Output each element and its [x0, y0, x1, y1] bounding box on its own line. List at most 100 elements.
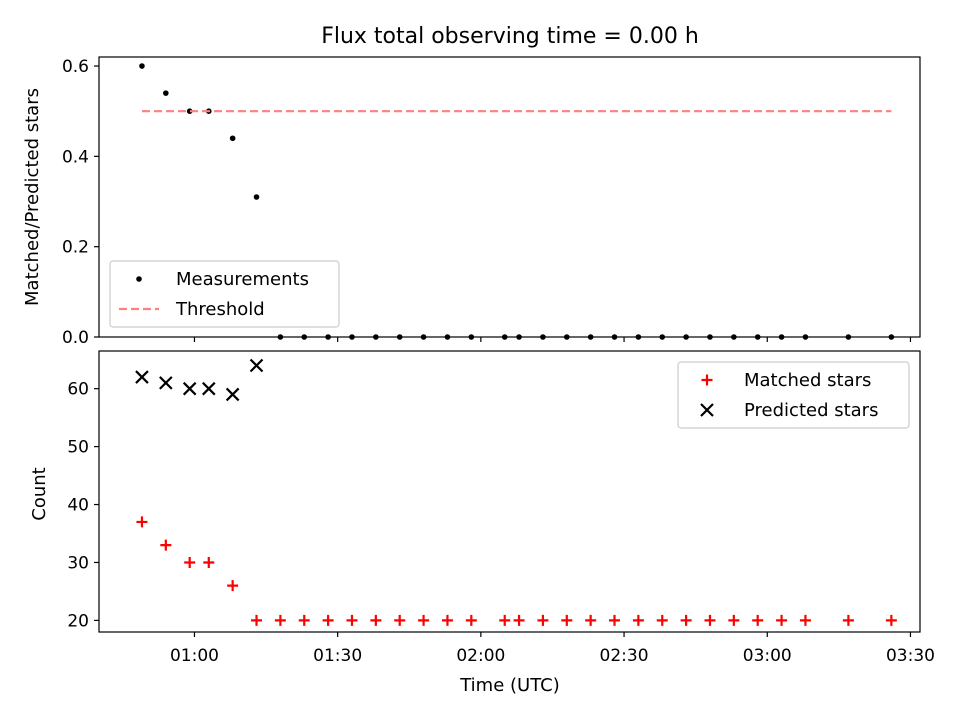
data-point: [707, 334, 713, 340]
data-point: [611, 334, 618, 340]
data-point: [186, 108, 193, 114]
data-point: [159, 376, 173, 390]
data-point: [799, 614, 811, 626]
data-point: [680, 614, 692, 626]
data-point: [249, 358, 264, 373]
legend-marker: [701, 374, 713, 386]
chart-title: Flux total observing time = 0.00 h: [321, 24, 699, 49]
legend-marker: [136, 276, 142, 282]
data-point: [632, 614, 644, 626]
y-tick-label: 0.6: [62, 57, 89, 77]
data-point: [444, 334, 451, 340]
data-point: [253, 194, 260, 200]
data-point: [656, 614, 668, 626]
plot-frame: [98, 56, 921, 338]
data-point: [441, 614, 453, 626]
data-point: [842, 614, 854, 626]
data-point: [227, 580, 239, 592]
data-point: [776, 614, 788, 626]
data-point: [251, 614, 263, 626]
legend-box: [677, 361, 910, 429]
data-point: [778, 334, 785, 340]
data-point: [420, 334, 427, 340]
x-axis-label: Time (UTC): [459, 675, 560, 696]
count-y-axis-label: Count: [29, 467, 50, 520]
legend-label: Matched stars: [744, 370, 871, 391]
data-point: [516, 334, 522, 340]
legend-box: [109, 260, 340, 328]
data-point: [845, 334, 852, 340]
data-point: [202, 381, 216, 396]
data-point: [537, 614, 549, 626]
data-point: [229, 135, 236, 142]
series-predicted-stars: [135, 358, 264, 402]
data-point: [885, 614, 897, 626]
data-point: [499, 614, 511, 626]
data-point: [394, 614, 406, 626]
data-point: [298, 614, 310, 626]
data-point: [396, 334, 403, 340]
data-point: [465, 614, 477, 626]
data-point: [139, 63, 145, 69]
data-point: [635, 334, 642, 340]
data-point: [163, 90, 169, 96]
data-point: [135, 370, 149, 384]
data-point: [501, 334, 508, 340]
series-matched-stars: [136, 516, 897, 626]
data-point: [609, 614, 621, 626]
y-tick-label: 0.4: [62, 147, 89, 167]
data-point: [160, 539, 172, 551]
data-point: [182, 381, 197, 396]
ratio-y-axis-label: Matched/Predicted stars: [22, 88, 43, 306]
plot-frame: [98, 350, 921, 633]
data-point: [563, 334, 570, 340]
data-point: [731, 334, 737, 340]
data-point: [301, 334, 308, 340]
legend: Measurements Threshold: [109, 260, 340, 328]
data-point: [513, 614, 525, 626]
y-tick-label: 0.2: [62, 238, 89, 258]
data-point: [754, 334, 761, 340]
ratio-panel: 0.0 0.2 0.4 0.6 Measurements Threshold: [62, 56, 921, 348]
x-tick-label: 01:00: [170, 646, 219, 666]
count-panel: 20 30 40 50 60 01:00 01:30 02:00 02:30 03:00 03:30…: [67, 350, 935, 666]
data-point: [184, 556, 196, 568]
series-measurements: [139, 63, 895, 340]
data-point: [659, 334, 666, 340]
data-point: [203, 556, 215, 568]
data-point: [585, 614, 597, 626]
data-point: [683, 334, 689, 340]
y-tick-label: 60: [67, 380, 89, 400]
legend-label: Predicted stars: [744, 400, 878, 421]
data-point: [277, 334, 284, 340]
data-point: [274, 614, 286, 626]
data-point: [418, 614, 430, 626]
data-point: [136, 516, 148, 528]
data-point: [373, 334, 379, 340]
data-point: [802, 334, 809, 340]
y-tick-label: 0.0: [62, 328, 89, 348]
data-point: [561, 614, 573, 626]
legend: Matched stars Predicted stars: [677, 361, 910, 429]
legend-label: Measurements: [176, 269, 309, 290]
data-point: [225, 387, 240, 402]
x-tick-label: 02:00: [456, 646, 505, 666]
y-tick-label: 20: [67, 611, 89, 631]
data-point: [325, 334, 331, 340]
x-tick-label: 03:00: [743, 646, 792, 666]
data-point: [370, 614, 382, 626]
x-tick-label: 02:30: [600, 646, 649, 666]
data-point: [349, 334, 355, 340]
data-point: [704, 614, 716, 626]
data-point: [728, 614, 740, 626]
data-point: [468, 334, 475, 340]
data-point: [540, 334, 546, 340]
x-tick-label: 03:30: [886, 646, 935, 666]
legend-label: Threshold: [175, 299, 265, 320]
y-tick-label: 50: [67, 438, 89, 458]
data-point: [587, 334, 594, 340]
data-point: [346, 614, 358, 626]
data-point: [752, 614, 764, 626]
y-tick-label: 30: [67, 553, 89, 573]
